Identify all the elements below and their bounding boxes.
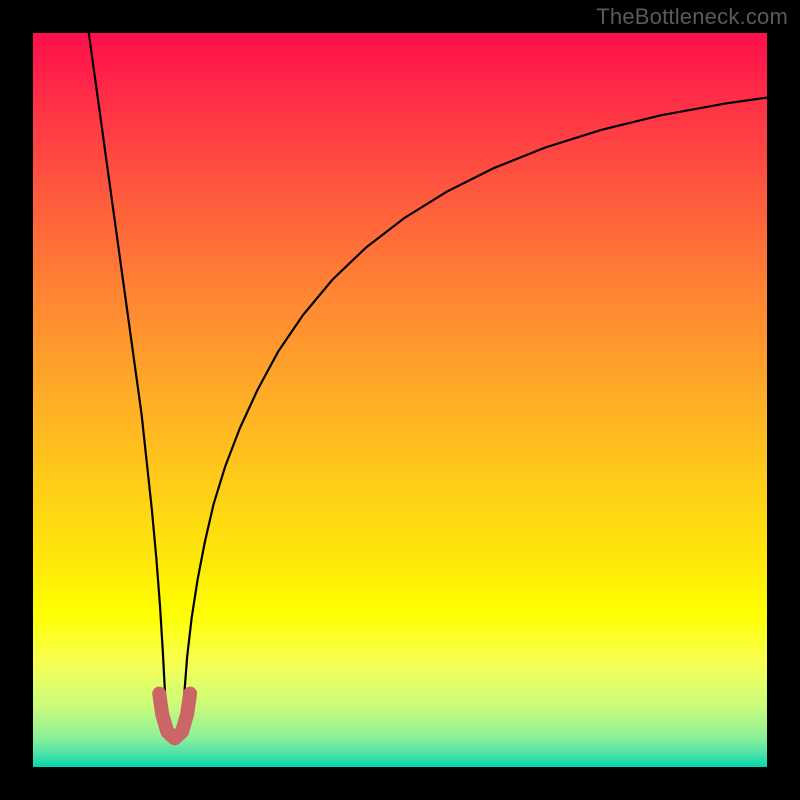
attribution-text: TheBottleneck.com: [596, 4, 788, 30]
plot-svg: [0, 0, 800, 800]
chart-container: TheBottleneck.com: [0, 0, 800, 800]
plot-background: [33, 33, 767, 767]
